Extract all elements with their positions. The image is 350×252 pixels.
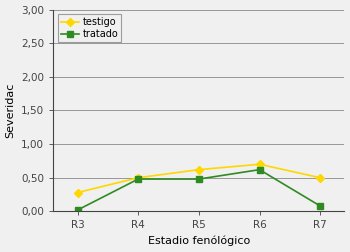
Line: testigo: testigo — [75, 162, 323, 195]
tratado — [76, 208, 80, 211]
testigo — [136, 176, 140, 179]
tratado — [136, 178, 140, 181]
tratado — [197, 178, 201, 181]
tratado — [318, 204, 322, 207]
tratado — [257, 168, 261, 171]
testigo — [257, 163, 261, 166]
testigo — [197, 168, 201, 171]
testigo — [318, 176, 322, 179]
Line: tratado: tratado — [75, 167, 323, 213]
testigo — [76, 191, 80, 194]
Y-axis label: Severidac: Severidac — [6, 83, 15, 138]
Legend: testigo, tratado: testigo, tratado — [58, 14, 121, 42]
X-axis label: Estadio fenólógico: Estadio fenólógico — [148, 236, 250, 246]
